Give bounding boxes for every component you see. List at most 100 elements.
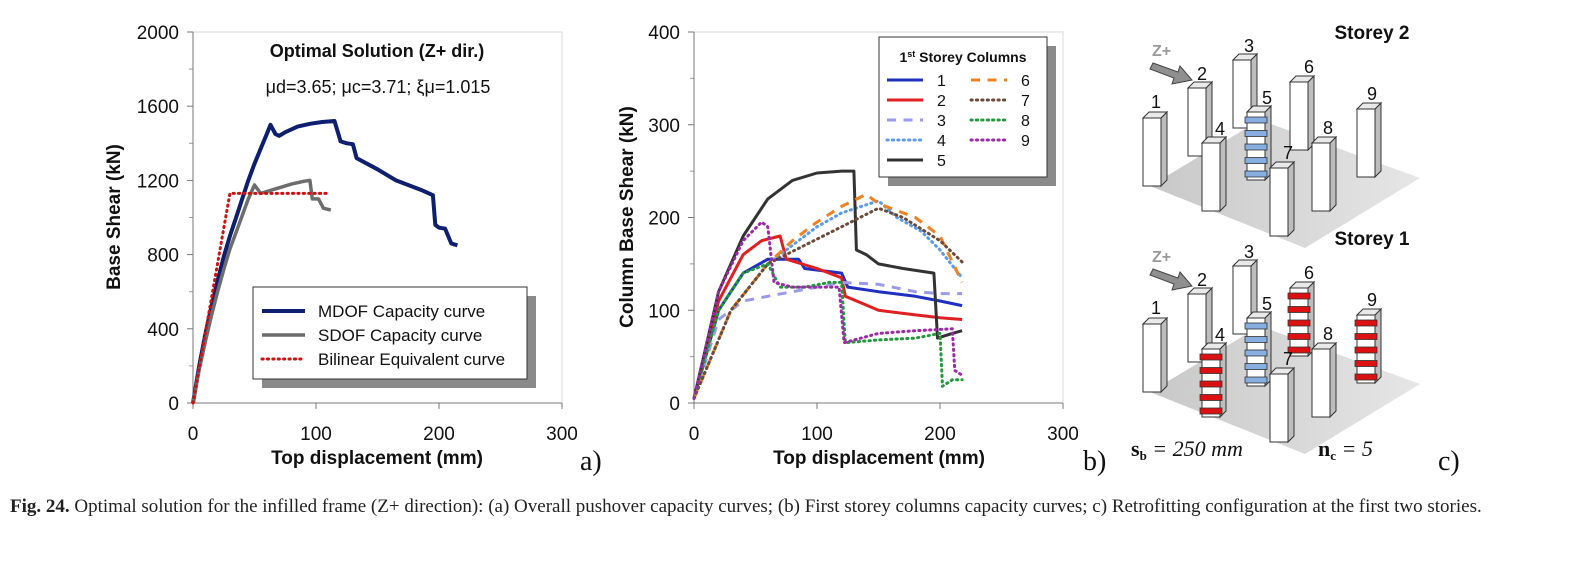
chart-a-ytick-label: 2000 (137, 23, 179, 44)
frp-band-red (1354, 333, 1378, 340)
column-1: 1 (1141, 92, 1169, 188)
column-label: 4 (1215, 325, 1225, 345)
chart-a-series-line-3 (191, 191, 330, 405)
chart-b-series-line-8 (692, 262, 964, 400)
chart-b-series-line-2 (692, 234, 963, 399)
chart-b-ytick-label: 100 (648, 301, 680, 322)
chart-b-series-line-3 (692, 280, 963, 399)
column-label: 9 (1367, 290, 1377, 310)
chart-b-ytick-label: 200 (648, 209, 680, 230)
chart-a-series-line-2 (191, 178, 332, 404)
column-8: 8 (1310, 324, 1338, 419)
chart-b-xtick-label: 100 (801, 424, 833, 445)
chart-a-xtick-label: 200 (423, 424, 455, 445)
chart-a-subtitle: μd=3.65; μc=3.71; ξμ=1.015 (266, 77, 491, 97)
chart-b-ylabel: Column Base Shear (kN) (617, 106, 638, 328)
chart-b-series-line-5 (692, 169, 963, 399)
chart-b-legend-label: 4 (937, 133, 946, 150)
column-5: 5 (1244, 294, 1273, 388)
storey-title: Storey 1 (1335, 229, 1410, 250)
column-label: 6 (1304, 263, 1314, 283)
column-label: 4 (1215, 119, 1225, 139)
frp-band-blue (1244, 157, 1268, 164)
chart-b-legend-label: 5 (937, 153, 946, 170)
column-5: 5 (1244, 88, 1273, 182)
frp-band-blue (1244, 376, 1268, 384)
chart-a-legend-label: SDOF Capacity curve (318, 326, 482, 345)
chart-a-xtick-label: 0 (188, 424, 199, 445)
column-2: 2 (1186, 270, 1214, 364)
frp-band-blue (1244, 116, 1268, 124)
frp-band-blue (1244, 322, 1268, 330)
frp-band-red (1287, 346, 1311, 354)
chart-b-series-line-1 (692, 257, 963, 399)
column-label: 5 (1262, 294, 1272, 314)
frp-band-red (1354, 373, 1378, 381)
chart-b-legend-label: 2 (937, 93, 946, 110)
frp-band-blue (1244, 130, 1268, 137)
column-label: 9 (1367, 84, 1377, 104)
frp-band-blue (1244, 363, 1268, 370)
column-label: 5 (1262, 88, 1272, 108)
column-9: 9 (1355, 84, 1383, 179)
frp-band-red (1287, 333, 1311, 340)
column-label: 1 (1151, 298, 1161, 318)
chart-b-xtick-label: 300 (1047, 424, 1079, 445)
panel-label-b: b) (1083, 446, 1106, 477)
frp-band-red (1199, 394, 1223, 401)
chart-a-ytick-label: 1600 (137, 97, 179, 118)
frp-band-red (1287, 292, 1311, 300)
chart-b-series-line-9 (692, 220, 964, 400)
chart-a-legend-label: MDOF Capacity curve (318, 302, 485, 321)
chart-b-xlabel: Top displacement (mm) (773, 448, 985, 469)
chart-b-legend: 1st Storey Columns 1 2 3 4 5 6 7 8 9 (878, 36, 1056, 186)
chart-b-legend-label: 7 (1021, 93, 1030, 110)
chart-b-legend-label: 3 (937, 113, 946, 130)
chart-a-ylabel: Base Shear (kN) (104, 144, 125, 290)
chart-b-legend-label: 8 (1021, 113, 1030, 130)
column-label: 2 (1197, 64, 1207, 84)
storey-title: Storey 2 (1335, 23, 1410, 44)
column-7: 7 (1268, 143, 1296, 238)
column-label: 7 (1283, 349, 1293, 369)
column-7: 7 (1268, 349, 1296, 444)
column-label: 3 (1244, 36, 1254, 56)
column-1: 1 (1141, 298, 1169, 394)
frp-band-red (1199, 407, 1223, 415)
chart-a-xtick-label: 300 (546, 424, 578, 445)
chart-b-legend-label: 9 (1021, 133, 1030, 150)
column-6: 6 (1288, 57, 1316, 152)
frp-band-blue (1244, 143, 1268, 151)
chart-b-series-line-7 (692, 206, 964, 400)
caption-label: Fig. 24. (10, 496, 70, 517)
frp-band-red (1354, 319, 1378, 327)
panel-label-c: c) (1438, 446, 1460, 477)
frp-band-blue (1244, 349, 1268, 357)
chart-b-legend-title: 1st Storey Columns (899, 49, 1026, 65)
chart-a-ytick-label: 400 (147, 320, 179, 341)
direction-label: Z+ (1152, 249, 1171, 266)
column-8: 8 (1310, 118, 1338, 213)
column-label: 1 (1151, 92, 1161, 112)
frp-band-red (1354, 346, 1378, 354)
sb-formula: sb = 250 mm (1131, 436, 1243, 463)
chart-b-ytick-label: 400 (648, 23, 680, 44)
direction-label: Z+ (1152, 43, 1171, 60)
chart-b-legend-label: 1 (937, 73, 946, 90)
caption-text: Optimal solution for the infilled frame … (74, 496, 1482, 517)
column-6: 6 (1287, 263, 1316, 358)
column-4: 4 (1199, 325, 1228, 419)
column-label: 7 (1283, 143, 1293, 163)
frp-band-red (1199, 367, 1223, 374)
chart-b-series-line-4 (692, 199, 964, 400)
chart-a-series-line-1 (191, 119, 458, 404)
column-9: 9 (1354, 290, 1383, 385)
chart-a-xlabel: Top displacement (mm) (271, 448, 483, 469)
column-label: 6 (1304, 57, 1314, 77)
chart-b-legend-label: 6 (1021, 73, 1030, 90)
chart-a-xtick-label: 100 (300, 424, 332, 445)
chart-a-ytick-label: 1200 (137, 171, 179, 192)
retrofit-schematic: Z+Storey 232 61 5 94 87 Z+Storey 132 61 5 94 87 … (1131, 23, 1460, 477)
column-4: 4 (1200, 119, 1228, 213)
chart-a-legend-label: Bilinear Equivalent curve (318, 350, 505, 369)
